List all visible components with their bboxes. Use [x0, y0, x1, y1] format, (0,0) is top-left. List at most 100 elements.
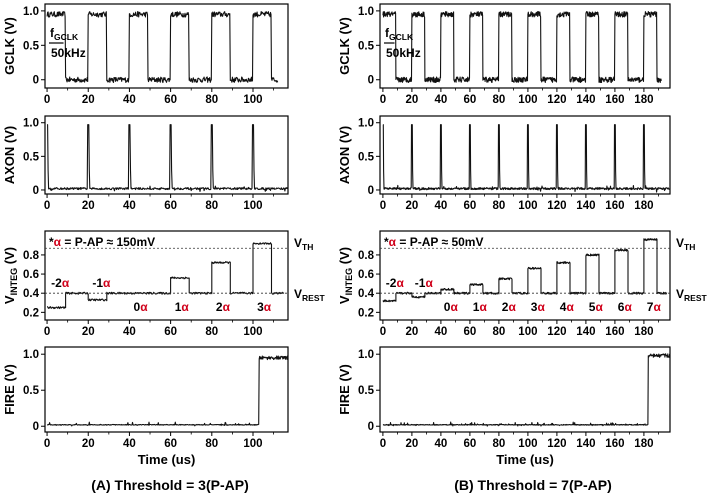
- x-tick-label: 80: [205, 326, 218, 338]
- plot-frame: [379, 346, 671, 433]
- plot-frame: [379, 230, 671, 321]
- y-tick-label: 1.0: [23, 6, 39, 18]
- y-tick-label: 1.0: [23, 349, 39, 361]
- x-tick-label: 120: [547, 326, 566, 338]
- x-tick-label: 0: [44, 326, 50, 338]
- vth-label: VTH: [294, 236, 313, 252]
- y-tick-label: 0.8: [23, 250, 40, 262]
- y-axis-label: FIRE (V): [337, 364, 352, 415]
- x-tick-label: 20: [406, 326, 419, 338]
- x-tick-label: 140: [576, 200, 595, 212]
- freq-value: 50kHz: [386, 46, 421, 60]
- x-tick-label: 160: [605, 94, 624, 106]
- step-label: -2α: [386, 276, 405, 290]
- chart-B-axon: 0 20 40 60 80 100 120 140 160 180 0 0.5 1.0 AXON (V): [337, 115, 671, 212]
- y-tick-label: 0.5: [358, 40, 375, 52]
- y-axis-label: GCLK (V): [337, 17, 352, 75]
- x-tick-label: 20: [82, 200, 95, 212]
- x-tick-label: 100: [243, 438, 262, 450]
- alpha-note: *α = P-AP ≈ 150mV: [49, 235, 155, 249]
- y-tick-label: 1.0: [23, 118, 39, 130]
- step-label: 3α: [531, 300, 546, 314]
- x-tick-label: 60: [464, 438, 477, 450]
- y-tick-label: 0.4: [23, 288, 40, 300]
- plot-frame: [44, 115, 289, 195]
- x-tick-label: 160: [605, 200, 624, 212]
- y-tick-label: 0.8: [358, 250, 375, 262]
- plot-frame: [379, 115, 671, 195]
- step-label: -1α: [415, 276, 434, 290]
- x-tick-label: 100: [518, 200, 537, 212]
- caption-a: (A) Threshold = 3(P-AP): [91, 477, 249, 493]
- x-tick-label: 80: [493, 326, 506, 338]
- x-tick-label: 180: [634, 326, 653, 338]
- y-tick-label: 1.0: [358, 118, 374, 130]
- x-tick-label: 0: [380, 200, 386, 212]
- x-tick-label: 40: [435, 438, 448, 450]
- y-tick-label: 0: [33, 421, 39, 433]
- freq-annotation: fGCLK: [50, 26, 79, 42]
- chart-B-fire: 0 20 40 60 80 100 120 140 160 180 0 0.5 1.0 FIRE (V) T…: [337, 346, 671, 467]
- vrest-label: VREST: [294, 287, 325, 303]
- signal-trace: [382, 353, 671, 427]
- x-tick-label: 40: [123, 200, 136, 212]
- step-label: 4α: [560, 300, 575, 314]
- x-tick-label: 20: [82, 438, 95, 450]
- x-tick-label: 100: [518, 326, 537, 338]
- step-label: 6α: [618, 300, 633, 314]
- x-tick-label: 60: [464, 326, 477, 338]
- plot-frame: [44, 3, 289, 89]
- signal-trace: [46, 242, 285, 310]
- y-axis-label: VINTEG (V): [337, 247, 354, 304]
- step-label: 0α: [134, 300, 149, 314]
- x-tick-label: 40: [123, 438, 136, 450]
- step-label: -2α: [51, 276, 70, 290]
- x-tick-label: 0: [380, 94, 386, 106]
- x-tick-label: 160: [605, 438, 624, 450]
- y-tick-label: 0.5: [23, 151, 40, 163]
- x-tick-label: 120: [547, 94, 566, 106]
- chart-A-vinteg: 0 20 40 60 80 100 0.2 0.4 0.6 0.8 VINTEG (V) VTH VRE…: [2, 230, 325, 338]
- step-label: 3α: [257, 300, 272, 314]
- y-tick-label: 0.5: [23, 40, 40, 52]
- chart-B-gclk: 0 20 40 60 80 100 120 140 160 180 0 0.5 1.0 GCLK (V) f…: [337, 3, 671, 106]
- x-tick-label: 140: [576, 438, 595, 450]
- x-tick-label: 40: [435, 94, 448, 106]
- x-tick-label: 100: [518, 94, 537, 106]
- x-tick-label: 100: [243, 326, 262, 338]
- x-tick-label: 60: [164, 200, 177, 212]
- chart-B-vinteg: 0 20 40 60 80 100 120 140 160 180 0.2 0.4 0.6 0.8 VINT…: [337, 230, 707, 338]
- signal-trace: [382, 124, 671, 193]
- x-tick-label: 100: [243, 200, 262, 212]
- alpha-note: *α = P-AP ≈ 50mV: [384, 235, 483, 249]
- chart-A-axon: 0 20 40 60 80 100 0 0.5 1.0 AXON (V): [2, 115, 289, 212]
- y-axis-label: AXON (V): [2, 126, 17, 185]
- x-tick-label: 20: [406, 94, 419, 106]
- freq-annotation: fGCLK: [385, 26, 414, 42]
- y-tick-label: 0.5: [358, 151, 375, 163]
- y-tick-label: 0: [368, 421, 374, 433]
- signal-trace: [46, 355, 289, 427]
- x-axis-label: Time (us): [496, 452, 554, 467]
- x-tick-label: 120: [547, 200, 566, 212]
- step-label: 1α: [473, 300, 488, 314]
- chart-A-fire: 0 20 40 60 80 100 0 0.5 1.0 FIRE (V) Time (us): [2, 346, 289, 467]
- y-tick-label: 1.0: [358, 6, 374, 18]
- x-tick-label: 80: [205, 94, 218, 106]
- y-tick-label: 0: [368, 185, 374, 197]
- x-tick-label: 0: [44, 200, 50, 212]
- x-tick-label: 60: [164, 326, 177, 338]
- y-tick-label: 0.2: [358, 307, 374, 319]
- y-tick-label: 0.5: [358, 385, 375, 397]
- x-tick-label: 60: [164, 94, 177, 106]
- x-tick-label: 40: [123, 326, 136, 338]
- y-tick-label: 0: [368, 75, 374, 87]
- x-tick-label: 20: [406, 200, 419, 212]
- x-tick-label: 120: [547, 438, 566, 450]
- x-tick-label: 80: [493, 200, 506, 212]
- plot-frame: [379, 3, 671, 89]
- x-tick-label: 0: [380, 438, 386, 450]
- y-axis-label: VINTEG (V): [2, 247, 19, 304]
- x-tick-label: 20: [82, 326, 95, 338]
